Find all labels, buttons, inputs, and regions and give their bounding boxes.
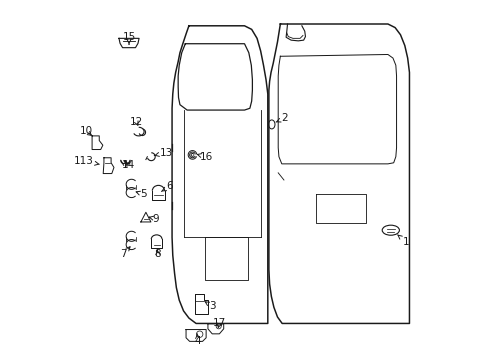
Text: 14: 14 [121, 159, 134, 170]
Text: 7: 7 [120, 247, 130, 259]
Text: 1: 1 [397, 235, 408, 247]
Text: 4: 4 [194, 334, 201, 346]
Text: 6: 6 [161, 181, 173, 192]
Text: 17: 17 [212, 319, 225, 328]
Text: 8: 8 [154, 248, 161, 258]
Text: 12: 12 [129, 117, 142, 127]
Text: 5: 5 [136, 189, 146, 199]
Text: 113: 113 [74, 156, 99, 166]
Text: 10: 10 [79, 126, 92, 136]
Text: 16: 16 [197, 152, 213, 162]
Text: 15: 15 [122, 32, 135, 44]
Text: 13: 13 [154, 148, 173, 158]
Text: 9: 9 [149, 214, 159, 224]
Text: 3: 3 [205, 301, 215, 311]
Text: 2: 2 [275, 113, 287, 123]
